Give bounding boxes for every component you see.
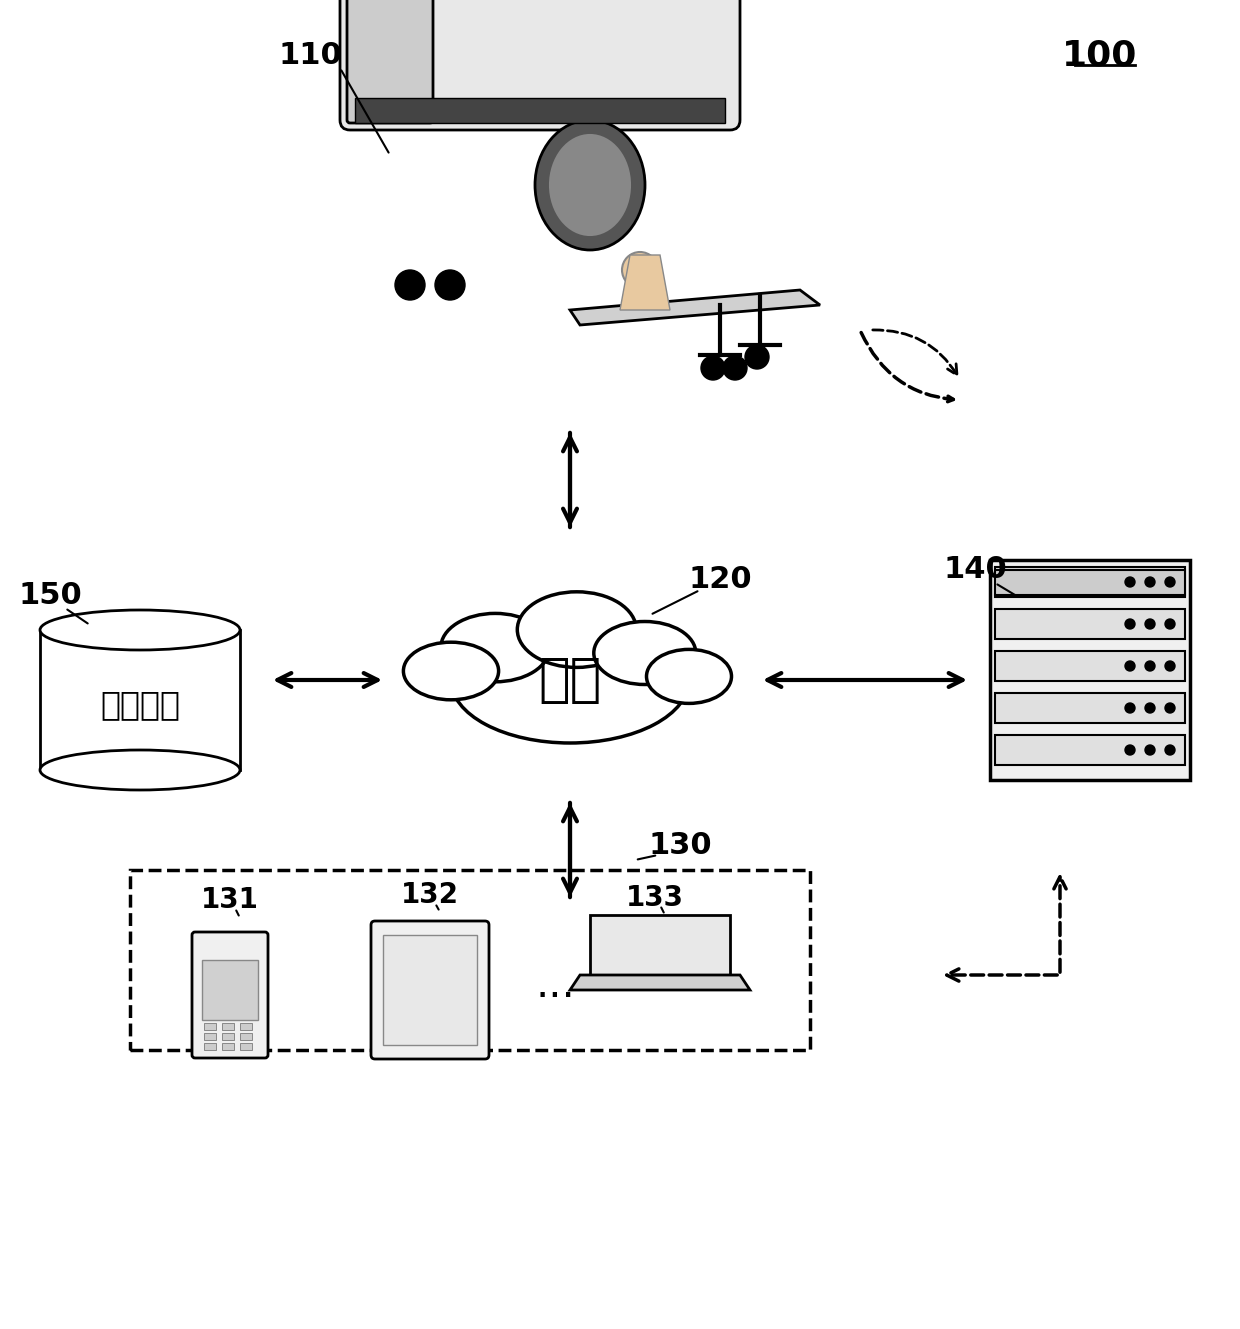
Bar [383,936,477,1045]
Text: 网络: 网络 [538,654,601,706]
Circle shape [1145,703,1154,712]
Bar [994,735,1185,766]
Ellipse shape [451,617,689,743]
Polygon shape [570,975,750,990]
Ellipse shape [534,120,645,250]
Text: 133: 133 [626,884,684,912]
Bar [40,630,241,769]
Bar [241,1033,252,1041]
Circle shape [1166,661,1176,671]
Circle shape [1145,746,1154,755]
FancyBboxPatch shape [371,921,489,1059]
Polygon shape [590,914,730,975]
Bar [241,1023,252,1030]
Bar [202,960,258,1019]
Text: 120: 120 [688,566,751,594]
Circle shape [1125,746,1135,755]
Text: 132: 132 [401,881,459,909]
Ellipse shape [594,622,696,684]
Text: 150: 150 [19,581,82,610]
Circle shape [396,270,425,300]
FancyBboxPatch shape [347,0,433,124]
Ellipse shape [403,642,498,700]
Ellipse shape [40,750,241,789]
Circle shape [1145,661,1154,671]
Circle shape [1166,619,1176,629]
FancyBboxPatch shape [192,932,268,1058]
Text: ...: ... [536,964,575,1006]
FancyBboxPatch shape [355,98,725,124]
Circle shape [622,253,658,288]
Ellipse shape [517,591,636,667]
Text: 131: 131 [201,886,259,914]
Circle shape [435,270,465,300]
Bar [222,1033,234,1041]
Bar [994,570,1185,595]
Polygon shape [570,290,820,326]
Ellipse shape [40,610,241,650]
Ellipse shape [646,650,732,703]
Bar [241,1043,252,1050]
Text: 140: 140 [944,556,1007,585]
FancyBboxPatch shape [990,560,1190,780]
Circle shape [1125,577,1135,587]
Ellipse shape [440,614,549,682]
Circle shape [1166,577,1176,587]
Polygon shape [620,255,670,310]
Bar [205,1033,216,1041]
Bar [222,1043,234,1050]
Circle shape [745,346,769,369]
Text: 130: 130 [649,831,712,860]
Circle shape [1145,619,1154,629]
Text: 存储设备: 存储设备 [100,688,180,722]
Bar [205,1043,216,1050]
Circle shape [1125,703,1135,712]
FancyBboxPatch shape [340,0,740,130]
Text: 100: 100 [1063,39,1137,72]
Bar [994,609,1185,639]
Text: 110: 110 [278,40,342,69]
Circle shape [1125,619,1135,629]
Bar [994,692,1185,723]
Bar [205,1023,216,1030]
Ellipse shape [551,136,630,235]
Circle shape [1166,703,1176,712]
Bar [994,567,1185,597]
Circle shape [1125,661,1135,671]
Bar [222,1023,234,1030]
Circle shape [1145,577,1154,587]
Bar [994,651,1185,680]
Circle shape [701,356,725,380]
Circle shape [1166,746,1176,755]
Circle shape [723,356,746,380]
